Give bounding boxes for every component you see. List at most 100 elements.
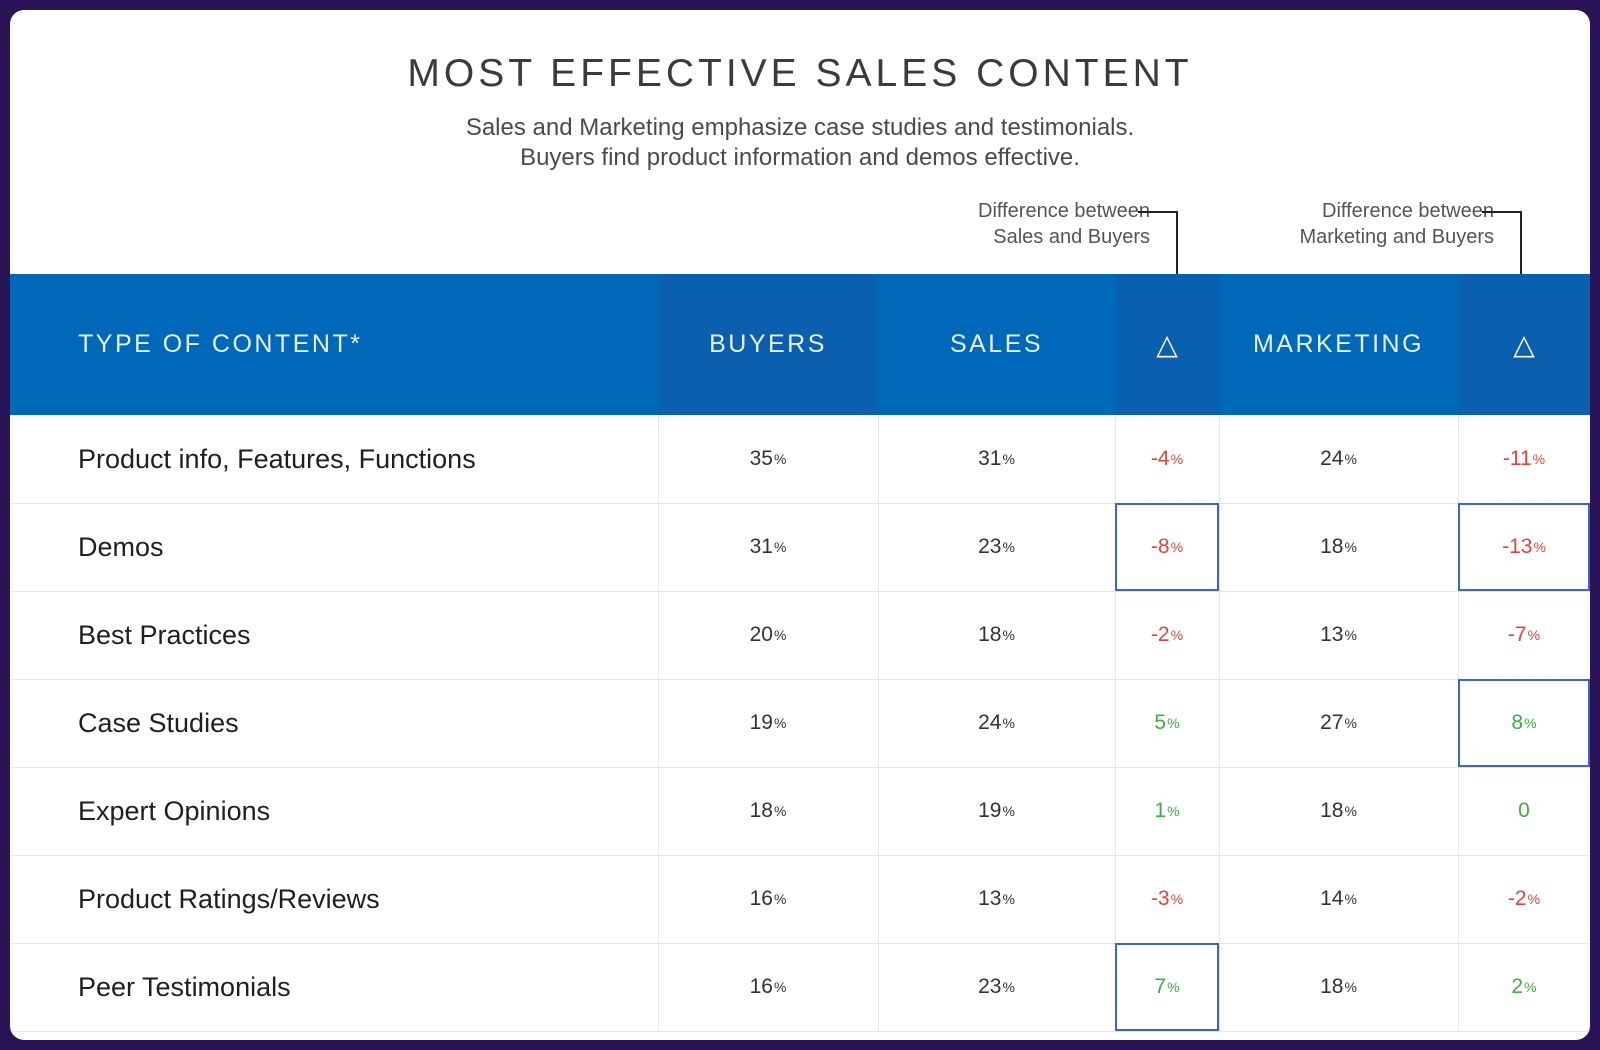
header-delta-sales-icon: △: [1115, 274, 1219, 415]
percent-sign: %: [1170, 627, 1184, 643]
cell-value: 1: [1154, 799, 1167, 822]
percent-sign: %: [1527, 891, 1541, 907]
cell-value: 23: [978, 535, 1002, 558]
percent-sign: %: [1344, 627, 1357, 643]
chart-title: MOST EFFECTIVE SALES CONTENT: [407, 52, 1193, 95]
column-divider: [878, 415, 879, 1031]
cell-value: 18: [1320, 975, 1344, 998]
header-sales: SALES: [949, 330, 1044, 358]
percent-sign: %: [1344, 715, 1357, 731]
row-label: Product info, Features, Functions: [78, 443, 476, 474]
cell-value: 18: [978, 623, 1002, 646]
percent-sign: %: [1002, 891, 1015, 907]
cell-d-sales: -2%: [1115, 591, 1219, 679]
row-label: Product Ratings/Reviews: [78, 883, 380, 914]
row-label: Case Studies: [78, 707, 239, 738]
percent-sign: %: [773, 451, 787, 467]
table-row: Best Practices 20% 18% -2% 13% -7%: [10, 591, 1590, 680]
cell-value: 18: [1320, 799, 1344, 822]
table-row: Case Studies 19% 24% 5% 27% 8%: [10, 679, 1590, 768]
cell-d-mkt: -7%: [1458, 591, 1590, 679]
header-type-of-content: TYPE OF CONTENT*: [78, 330, 363, 358]
cell-marketing: 13%: [1219, 591, 1458, 679]
cell-value: 16: [749, 887, 773, 910]
cell-d-mkt: 2%: [1458, 943, 1590, 1031]
percent-sign: %: [1170, 451, 1184, 467]
cell-value: 8: [1511, 711, 1524, 734]
cell-value: -2: [1150, 623, 1170, 646]
table-row: Expert Opinions 18% 19% 1% 18% 0: [10, 767, 1590, 856]
cell-marketing: 24%: [1219, 415, 1458, 503]
callout-line: [1138, 211, 1178, 213]
cell-value: -7: [1507, 623, 1527, 646]
cell-value: 13: [978, 887, 1002, 910]
cell-marketing: 18%: [1219, 767, 1458, 855]
cell-d-mkt: -11%: [1458, 415, 1590, 503]
marketing-difference-callout: Difference between Marketing and Buyers: [1299, 198, 1494, 250]
percent-sign: %: [1524, 979, 1537, 995]
percent-sign: %: [773, 803, 787, 819]
row-label: Best Practices: [78, 619, 251, 650]
row-label: Expert Opinions: [78, 795, 271, 826]
header-buyers: BUYERS: [658, 274, 878, 415]
cell-value: 16: [749, 975, 773, 998]
table-row: Demos 31% 23% -8% 18% -13%: [10, 503, 1590, 592]
row-label: Demos: [78, 531, 164, 562]
percent-sign: %: [1002, 627, 1015, 643]
percent-sign: %: [1533, 539, 1546, 555]
cell-d-sales: -8%: [1115, 503, 1219, 591]
cell-value: -11: [1502, 447, 1532, 470]
percent-sign: %: [1167, 979, 1180, 995]
cell-value: 0: [1518, 799, 1530, 822]
cell-value: 14: [1320, 887, 1344, 910]
callout-line: [1176, 211, 1178, 319]
cell-sales: 19%: [878, 767, 1115, 855]
header-delta-marketing-icon: △: [1458, 274, 1590, 415]
column-divider: [658, 415, 659, 1031]
chart-card: MOST EFFECTIVE SALES CONTENT Sales and M…: [10, 10, 1590, 1040]
cell-buyers: 35%: [658, 415, 878, 503]
percent-sign: %: [1170, 539, 1184, 555]
cell-d-mkt: -13%: [1458, 503, 1590, 591]
table-header: TYPE OF CONTENT* BUYERS SALES △ MARKETIN…: [10, 274, 1590, 415]
cell-value: 24: [1320, 447, 1344, 470]
percent-sign: %: [1170, 891, 1184, 907]
percent-sign: %: [773, 715, 787, 731]
cell-value: 27: [1320, 711, 1344, 734]
row-label: Peer Testimonials: [78, 971, 291, 1002]
cell-marketing: 18%: [1219, 943, 1458, 1031]
cell-d-sales: -4%: [1115, 415, 1219, 503]
table-row: Peer Testimonials 16% 23% 7% 18% 2%: [10, 943, 1590, 1032]
cell-value: -13: [1502, 535, 1533, 558]
cell-value: -2: [1507, 887, 1527, 910]
cell-value: 31: [978, 447, 1002, 470]
cell-value: 24: [978, 711, 1002, 734]
cell-d-sales: -3%: [1115, 855, 1219, 943]
callout-text: Difference between: [978, 200, 1150, 222]
percent-sign: %: [1002, 451, 1015, 467]
percent-sign: %: [1344, 803, 1357, 819]
percent-sign: %: [1344, 891, 1357, 907]
percent-sign: %: [1527, 627, 1541, 643]
cell-sales: 31%: [878, 415, 1115, 503]
percent-sign: %: [773, 627, 787, 643]
cell-marketing: 14%: [1219, 855, 1458, 943]
percent-sign: %: [1002, 715, 1015, 731]
percent-sign: %: [773, 539, 787, 555]
column-divider: [1115, 415, 1116, 1031]
cell-buyers: 16%: [658, 855, 878, 943]
percent-sign: %: [1344, 451, 1357, 467]
cell-sales: 23%: [878, 943, 1115, 1031]
callout-text: Sales and Buyers: [993, 226, 1150, 248]
percent-sign: %: [1002, 803, 1015, 819]
cell-marketing: 18%: [1219, 503, 1458, 591]
percent-sign: %: [1344, 979, 1357, 995]
callout-line: [1520, 211, 1522, 319]
column-divider: [1458, 415, 1459, 1031]
cell-d-sales: 1%: [1115, 767, 1219, 855]
subtitle-line-2: Buyers find product information and demo…: [520, 144, 1080, 171]
percent-sign: %: [1532, 451, 1546, 467]
percent-sign: %: [773, 891, 787, 907]
cell-value: 13: [1320, 623, 1344, 646]
cell-value: 19: [978, 799, 1002, 822]
